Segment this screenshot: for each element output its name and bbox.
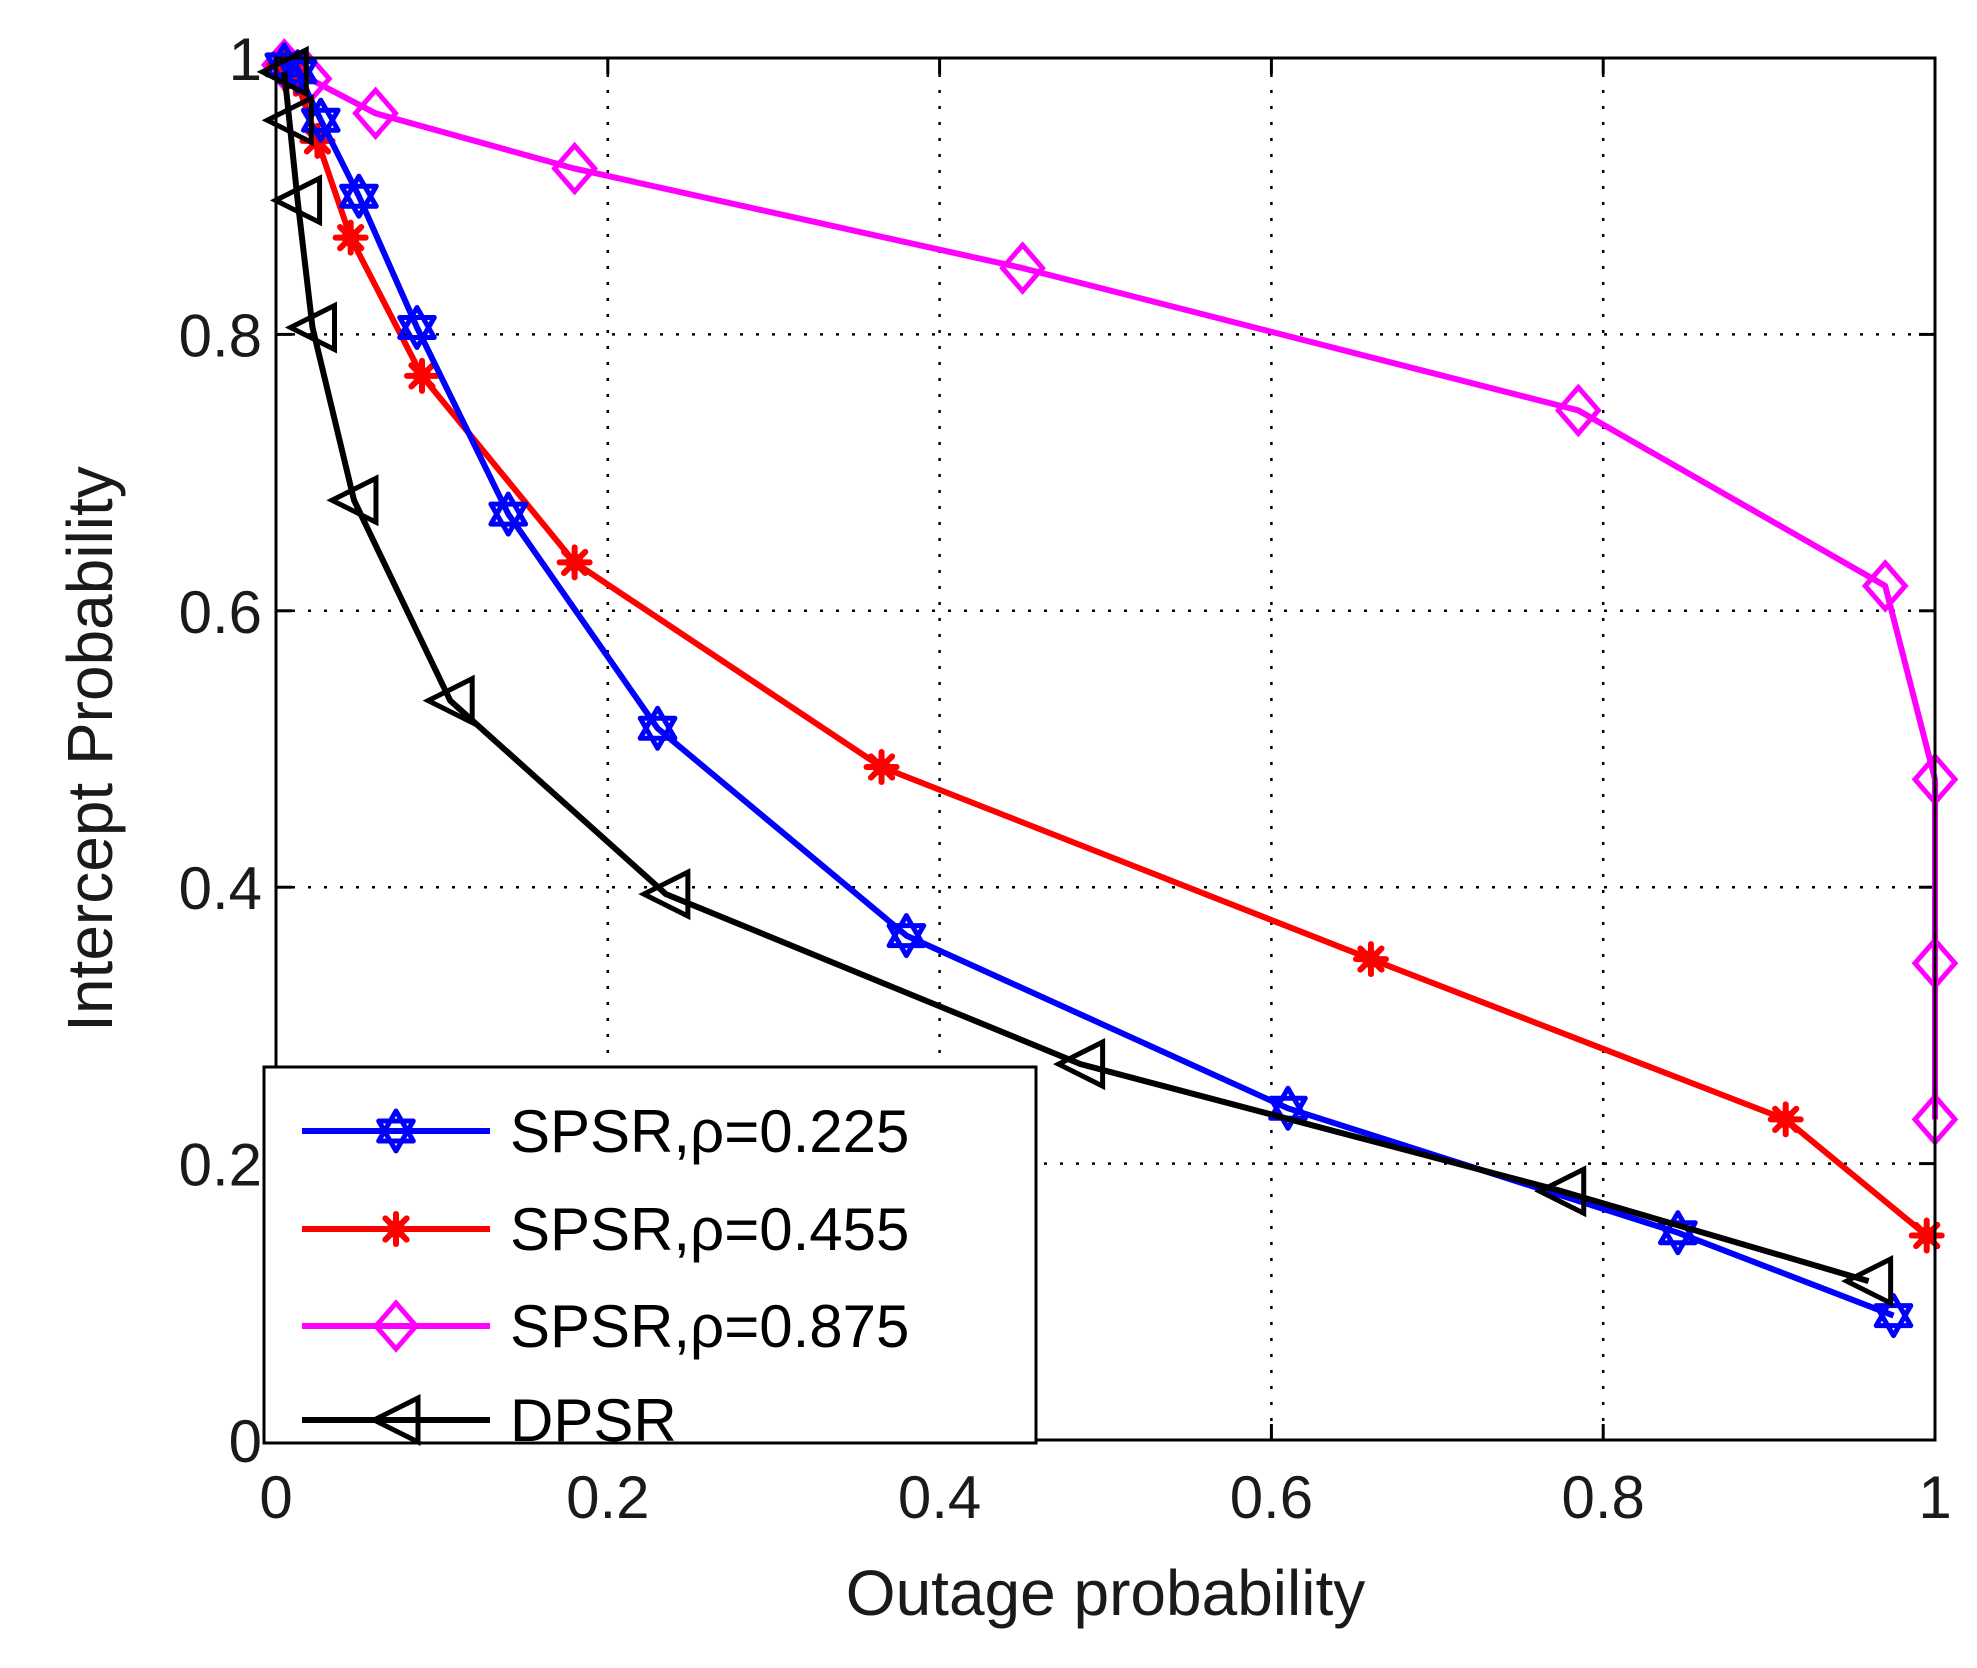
plot-frame <box>274 56 1937 1442</box>
x-axis-ticks: 0 0.2 0.4 0.6 0.8 1 <box>259 58 1952 1531</box>
data-point <box>261 94 314 147</box>
legend-label: DPSR <box>510 1387 677 1454</box>
data-point <box>422 674 475 727</box>
data-point <box>1873 1293 1914 1339</box>
legend-swatch-marker <box>376 1108 416 1154</box>
y-tick-label: 0.4 <box>179 855 262 922</box>
data-point <box>1352 941 1389 978</box>
x-tick-label: 0.2 <box>566 1464 649 1531</box>
x-tick-label: 0.6 <box>1230 1464 1313 1531</box>
data-point <box>1534 1165 1587 1218</box>
data-point <box>886 913 927 959</box>
data-point <box>1908 1217 1945 1254</box>
data-point <box>403 357 440 394</box>
data-point <box>1861 559 1909 613</box>
data-point <box>1053 1038 1106 1091</box>
data-point <box>256 45 309 98</box>
x-tick-label: 0 <box>259 1464 292 1531</box>
legend-label: SPSR,ρ=0.455 <box>510 1196 909 1263</box>
data-point <box>488 491 529 537</box>
data-point <box>556 544 593 581</box>
legend-label: SPSR,ρ=0.225 <box>510 1098 909 1165</box>
data-point <box>284 301 337 354</box>
y-tick-label: 0 <box>229 1408 262 1475</box>
x-tick-label: 0.4 <box>898 1464 981 1531</box>
legend-item: SPSR,ρ=0.455 <box>302 1196 909 1263</box>
legend-swatch-marker <box>378 1211 414 1247</box>
data-point <box>332 219 369 256</box>
data-point <box>339 173 379 219</box>
series-4 <box>256 45 1894 1308</box>
data-point <box>326 474 379 527</box>
x-axis-label: Outage probability <box>846 1557 1365 1629</box>
legend-item: DPSR <box>302 1387 677 1454</box>
y-tick-label: 0.2 <box>179 1132 262 1199</box>
y-axis-label: Intercept Probability <box>54 466 126 1032</box>
legend-swatch-marker <box>372 1299 420 1353</box>
data-point <box>551 141 598 196</box>
data-point <box>397 305 437 350</box>
data-point <box>863 748 900 785</box>
series-line <box>281 71 1870 1284</box>
data-point <box>269 174 323 227</box>
legend-item: SPSR,ρ=0.225 <box>302 1098 909 1165</box>
data-point <box>352 86 399 141</box>
data-point <box>999 241 1046 295</box>
y-tick-label: 0.6 <box>179 579 262 646</box>
data-point <box>1767 1101 1804 1138</box>
legend-swatch-marker <box>368 1393 421 1447</box>
y-axis-ticks: 0 0.2 0.4 0.6 0.8 1 <box>179 26 1935 1475</box>
x-tick-label: 0.8 <box>1561 1464 1644 1531</box>
y-tick-label: 1 <box>229 26 262 93</box>
data-point <box>637 705 678 751</box>
y-tick-label: 0.8 <box>179 302 262 369</box>
legend-item: SPSR,ρ=0.875 <box>302 1293 909 1360</box>
data-point <box>1555 383 1602 438</box>
legend: SPSR,ρ=0.225 SPSR,ρ=0.455 SPSR,ρ=0.875 DPSR <box>262 1065 1038 1454</box>
legend-label: SPSR,ρ=0.875 <box>510 1293 909 1360</box>
data-point <box>638 868 691 921</box>
x-tick-label: 1 <box>1918 1464 1951 1531</box>
data-point <box>1841 1255 1894 1308</box>
